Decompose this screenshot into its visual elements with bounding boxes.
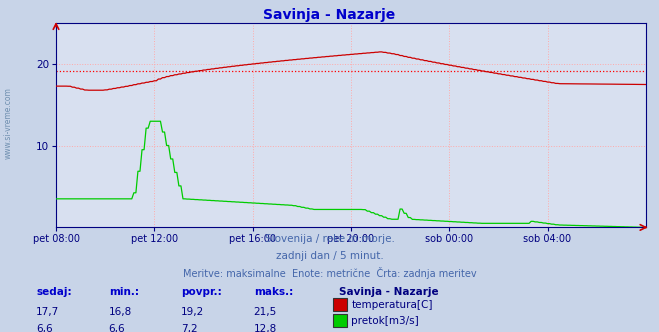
Text: maks.:: maks.: [254, 287, 293, 297]
Text: 7,2: 7,2 [181, 324, 198, 332]
Text: www.si-vreme.com: www.si-vreme.com [3, 87, 13, 159]
Text: 21,5: 21,5 [254, 307, 277, 317]
Text: povpr.:: povpr.: [181, 287, 222, 297]
Text: pretok[m3/s]: pretok[m3/s] [351, 316, 419, 326]
Text: Savinja - Nazarje: Savinja - Nazarje [339, 287, 439, 297]
Text: 19,2: 19,2 [181, 307, 204, 317]
Text: Slovenija / reke in morje.: Slovenija / reke in morje. [264, 234, 395, 244]
Text: min.:: min.: [109, 287, 139, 297]
Text: zadnji dan / 5 minut.: zadnji dan / 5 minut. [275, 251, 384, 261]
Text: 6,6: 6,6 [109, 324, 125, 332]
Text: 16,8: 16,8 [109, 307, 132, 317]
Text: temperatura[C]: temperatura[C] [351, 300, 433, 310]
Text: 12,8: 12,8 [254, 324, 277, 332]
Text: 6,6: 6,6 [36, 324, 53, 332]
Text: Meritve: maksimalne  Enote: metrične  Črta: zadnja meritev: Meritve: maksimalne Enote: metrične Črta… [183, 267, 476, 279]
Text: 17,7: 17,7 [36, 307, 59, 317]
Text: sedaj:: sedaj: [36, 287, 72, 297]
Text: Savinja - Nazarje: Savinja - Nazarje [264, 8, 395, 22]
